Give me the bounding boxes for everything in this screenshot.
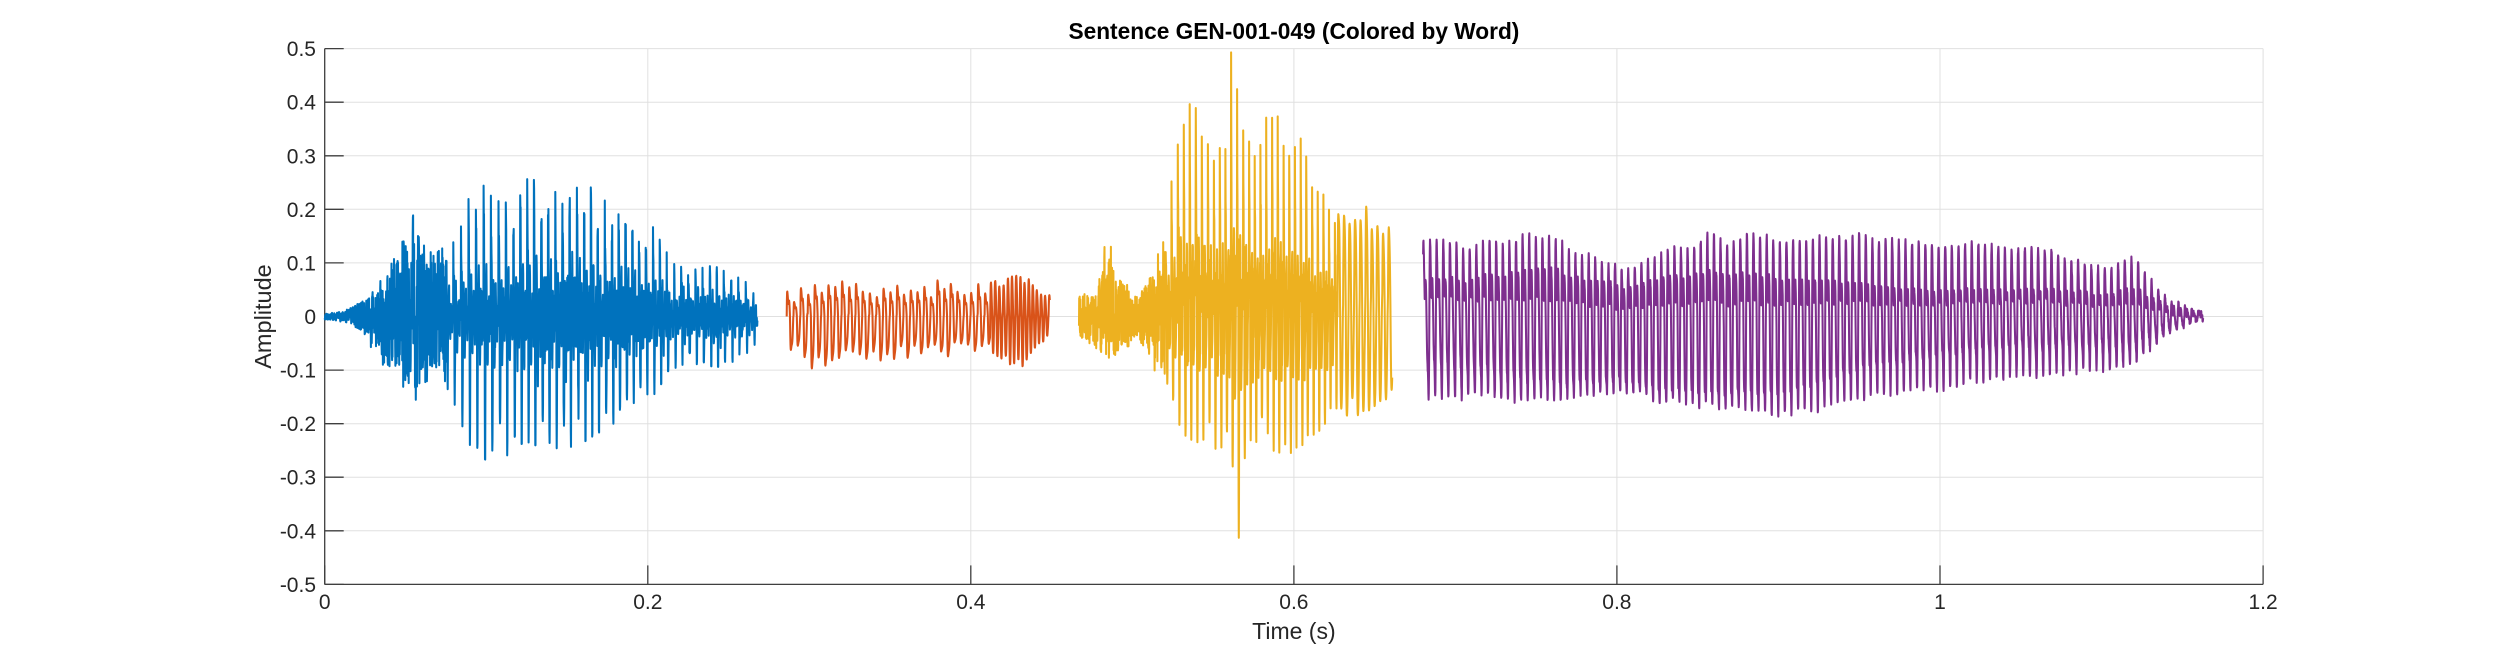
svg-text:1.2: 1.2 xyxy=(2248,591,2277,614)
svg-text:-0.3: -0.3 xyxy=(280,467,316,490)
svg-text:0.3: 0.3 xyxy=(287,145,316,168)
svg-text:Amplitude: Amplitude xyxy=(250,264,276,369)
svg-text:0: 0 xyxy=(304,306,316,329)
svg-text:-0.4: -0.4 xyxy=(280,520,317,543)
svg-text:-0.2: -0.2 xyxy=(280,413,316,436)
svg-text:0.6: 0.6 xyxy=(1279,591,1308,614)
svg-text:0.8: 0.8 xyxy=(1602,591,1631,614)
svg-text:Time (s): Time (s) xyxy=(1252,618,1335,644)
svg-text:0.1: 0.1 xyxy=(287,252,316,275)
svg-text:-0.1: -0.1 xyxy=(280,360,316,383)
svg-text:0: 0 xyxy=(319,591,331,614)
svg-text:0.5: 0.5 xyxy=(287,38,316,61)
svg-text:0.2: 0.2 xyxy=(633,591,662,614)
svg-text:0.2: 0.2 xyxy=(287,199,316,222)
svg-text:1: 1 xyxy=(1934,591,1946,614)
svg-text:Sentence GEN-001-049 (Colored: Sentence GEN-001-049 (Colored by Word) xyxy=(1068,18,1519,44)
svg-text:0.4: 0.4 xyxy=(287,92,317,115)
svg-text:-0.5: -0.5 xyxy=(280,574,316,597)
svg-text:0.4: 0.4 xyxy=(956,591,986,614)
